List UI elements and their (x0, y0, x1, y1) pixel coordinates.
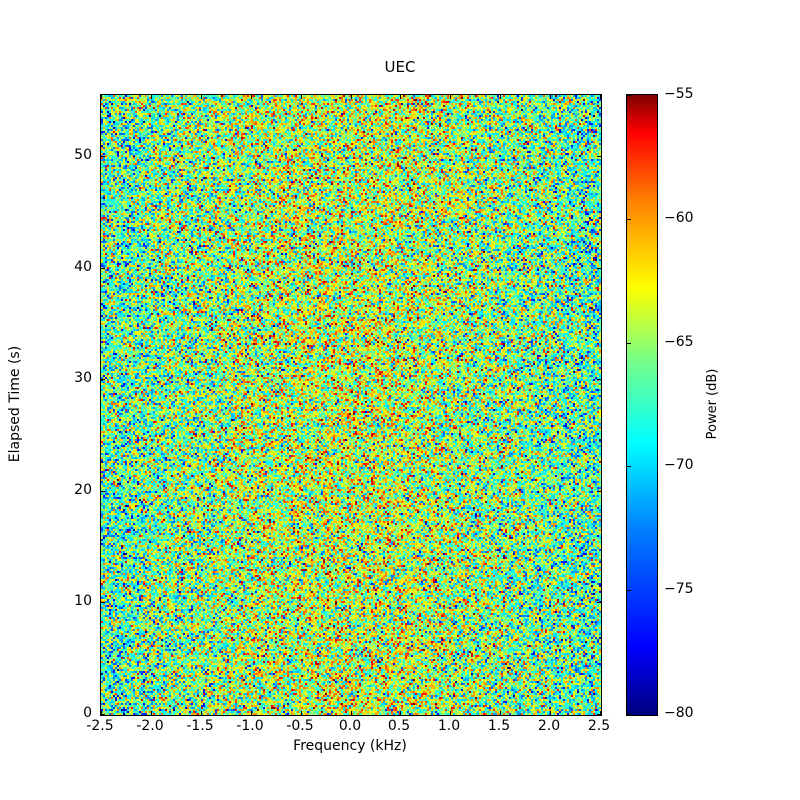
x-tick-mark (101, 711, 102, 715)
x-tick-mark-top (400, 95, 401, 99)
colorbar-tick-mark (627, 714, 631, 715)
y-tick-mark (101, 714, 105, 715)
spectrogram-axes[interactable] (100, 94, 602, 716)
x-tick-mark-top (450, 95, 451, 99)
x-tick-mark-top (151, 95, 152, 99)
x-tick-label: 1.5 (487, 718, 511, 734)
colorbar-tick-mark (627, 466, 631, 467)
x-tick-mark-top (201, 95, 202, 99)
y-tick-mark (101, 602, 105, 603)
y-tick-mark (101, 156, 105, 157)
y-tick-mark-right (597, 156, 601, 157)
x-tick-label: 0.5 (387, 718, 411, 734)
x-tick-mark (600, 711, 601, 715)
colorbar-tick-label: −65 (664, 334, 694, 350)
x-tick-mark-top (251, 95, 252, 99)
colorbar-tick-label: −75 (664, 581, 694, 597)
x-axis-label: Frequency (kHz) (293, 738, 407, 754)
y-tick-label: 0 (83, 705, 92, 721)
y-tick-label: 20 (74, 482, 92, 498)
title-station: UEC (384, 58, 416, 76)
colorbar-tick-label: −80 (664, 705, 694, 721)
x-tick-label: -2.5 (86, 718, 114, 734)
y-tick-label: 30 (74, 370, 92, 386)
x-tick-label: 0.0 (338, 718, 362, 734)
x-tick-mark (201, 711, 202, 715)
colorbar-tick-mark (627, 590, 631, 591)
x-tick-mark (251, 711, 252, 715)
x-tick-label: 2.5 (587, 718, 611, 734)
y-tick-mark-right (597, 491, 601, 492)
y-tick-mark (101, 491, 105, 492)
spectrogram-image (101, 95, 601, 715)
y-tick-label: 40 (74, 259, 92, 275)
x-tick-mark-top (600, 95, 601, 99)
colorbar-tick-mark (627, 343, 631, 344)
x-tick-mark (151, 711, 152, 715)
x-tick-mark-top (301, 95, 302, 99)
y-tick-mark (101, 268, 105, 269)
y-tick-label: 10 (74, 593, 92, 609)
x-tick-mark-top (500, 95, 501, 99)
y-tick-mark (101, 379, 105, 380)
x-tick-mark (301, 711, 302, 715)
colorbar-tick-mark (627, 95, 631, 96)
x-tick-mark-top (101, 95, 102, 99)
x-tick-mark (450, 711, 451, 715)
colorbar[interactable] (626, 94, 658, 716)
x-tick-label: -1.5 (186, 718, 214, 734)
x-tick-mark-top (550, 95, 551, 99)
y-tick-mark-right (597, 379, 601, 380)
x-tick-label: 2.0 (537, 718, 561, 734)
x-tick-mark (351, 711, 352, 715)
x-tick-label: -2.0 (136, 718, 164, 734)
colorbar-tick-label: −60 (664, 210, 694, 226)
colorbar-tick-label: −70 (664, 457, 694, 473)
y-tick-mark-right (597, 714, 601, 715)
x-tick-label: 1.0 (437, 718, 461, 734)
y-tick-label: 50 (74, 147, 92, 163)
x-tick-mark-top (351, 95, 352, 99)
x-tick-mark (400, 711, 401, 715)
x-tick-mark (500, 711, 501, 715)
x-tick-mark (550, 711, 551, 715)
colorbar-tick-label: −55 (664, 86, 694, 102)
x-tick-label: -0.5 (286, 718, 314, 734)
y-tick-mark-right (597, 602, 601, 603)
y-tick-mark-right (597, 268, 601, 269)
x-tick-label: -1.0 (236, 718, 264, 734)
colorbar-tick-mark (627, 219, 631, 220)
